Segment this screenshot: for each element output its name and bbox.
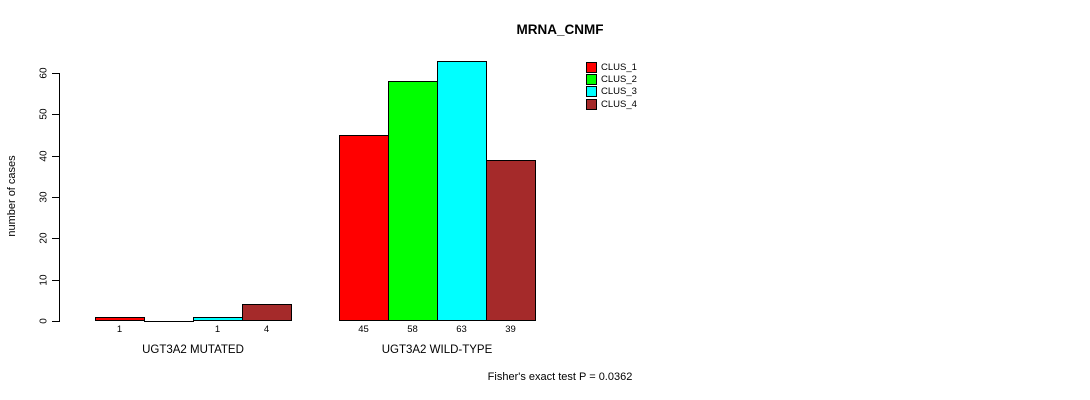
y-axis-tick (52, 197, 59, 198)
bar-count-label: 1 (214, 324, 221, 335)
y-axis-tick-label: 30 (38, 191, 50, 203)
y-axis-tick-label: 60 (38, 67, 50, 79)
y-axis-line (59, 73, 60, 322)
legend-item-clus_4: CLUS_4 (586, 98, 637, 110)
y-axis-tick (52, 73, 59, 74)
y-axis-tick (52, 238, 59, 240)
bar-clus_4 (242, 304, 292, 321)
y-axis-tick (52, 114, 59, 116)
bar-clus_3 (193, 317, 243, 321)
y-axis-tick (52, 155, 59, 157)
bar-clus_2 (388, 81, 438, 321)
legend-swatch-clus_4 (586, 98, 597, 110)
y-axis-tick-label: 0 (38, 318, 50, 324)
bar-clus_4 (486, 160, 536, 321)
legend-swatch-clus_1 (586, 61, 597, 73)
legend-swatch-clus_2 (586, 74, 597, 86)
y-axis-tick-label: 20 (38, 232, 50, 244)
legend-label: CLUS_3 (601, 86, 637, 98)
legend-swatch-clus_3 (586, 86, 597, 98)
bar-count-label: 58 (407, 324, 418, 335)
x-category-label: UGT3A2 MUTATED (142, 344, 244, 356)
bar-clus_1 (95, 317, 145, 321)
fisher-test-annotation: Fisher's exact test P = 0.0362 (487, 371, 633, 383)
y-axis-tick-label: 40 (38, 150, 50, 162)
bar-clus_1 (339, 135, 389, 321)
bar-count-label: 1 (116, 324, 123, 335)
y-axis-tick (52, 279, 59, 281)
bar-count-label: 4 (263, 324, 270, 335)
legend: CLUS_1 CLUS_2 CLUS_3 CLUS_4 (586, 61, 637, 111)
legend-label: CLUS_2 (601, 74, 637, 86)
chart-title: MRNA_CNMF (516, 22, 604, 37)
legend-label: CLUS_4 (601, 98, 637, 110)
y-axis-tick-label: 10 (38, 274, 50, 286)
bar-count-label: 45 (358, 324, 369, 335)
y-axis-tick (52, 321, 59, 322)
bar-count-label: 39 (505, 324, 516, 335)
legend-label: CLUS_1 (601, 61, 637, 73)
legend-item-clus_3: CLUS_3 (586, 86, 637, 98)
bar-clus_3 (437, 61, 487, 321)
legend-item-clus_1: CLUS_1 (586, 61, 637, 73)
bar-clus_2-zero (144, 321, 194, 322)
x-category-label: UGT3A2 WILD-TYPE (381, 344, 493, 356)
legend-item-clus_2: CLUS_2 (586, 73, 637, 86)
y-axis-tick-label: 50 (38, 108, 50, 120)
bar-count-label: 63 (456, 324, 467, 335)
y-axis-label: number of cases (6, 155, 18, 237)
